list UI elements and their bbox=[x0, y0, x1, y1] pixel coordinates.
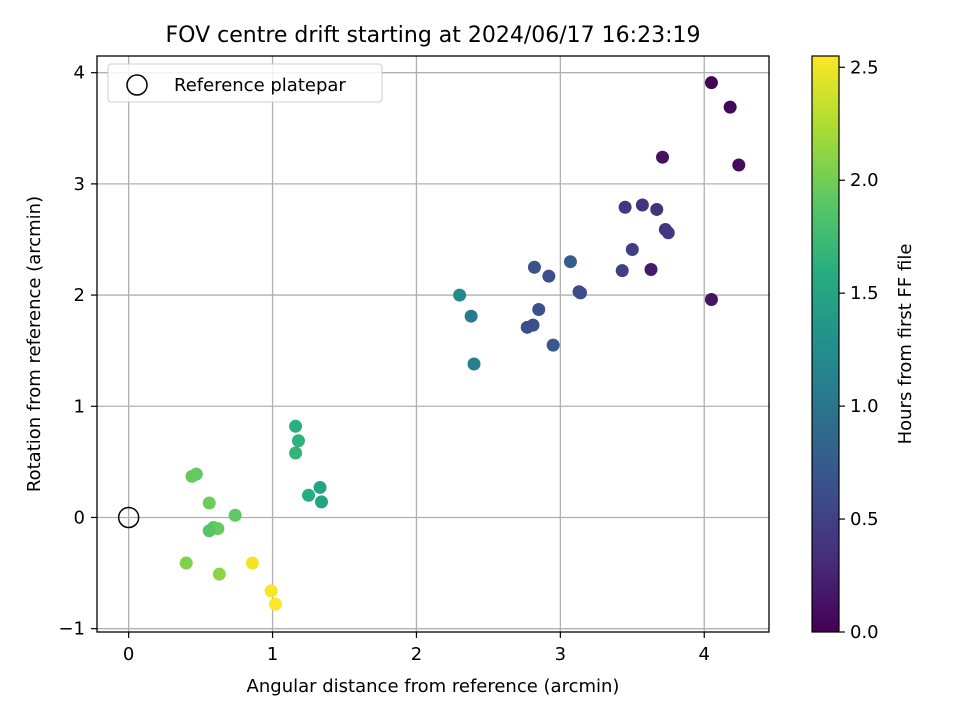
scatter-point bbox=[520, 320, 534, 334]
colorbar-ticks: 0.0 0.5 1.0 1.5 2.0 2.5 bbox=[839, 57, 879, 643]
legend-marker bbox=[126, 74, 148, 96]
scatter-point bbox=[656, 150, 670, 164]
colorbar bbox=[811, 55, 840, 633]
scatter-point bbox=[467, 357, 481, 371]
scatter-point bbox=[289, 419, 303, 433]
scatter-point bbox=[704, 293, 718, 307]
scatter-point bbox=[289, 446, 303, 460]
scatter-point bbox=[661, 226, 675, 240]
colorbar-tick-label: 1.5 bbox=[850, 283, 879, 304]
scatter-point bbox=[212, 567, 226, 581]
scatter-point bbox=[185, 469, 199, 483]
scatter-point bbox=[546, 338, 560, 352]
y-axis-ticks: −1 0 1 2 3 4 bbox=[58, 63, 97, 640]
scatter-point bbox=[228, 508, 242, 522]
legend: Reference platepar bbox=[107, 63, 383, 103]
plot-frame bbox=[96, 55, 770, 633]
colorbar-tick-label: 2.5 bbox=[850, 57, 879, 78]
scatter-point bbox=[644, 262, 658, 276]
x-tick-label: 1 bbox=[267, 644, 278, 665]
scatter-point bbox=[264, 584, 278, 598]
colorbar-label: Hours from first FF file bbox=[895, 244, 916, 445]
y-tick-label: 4 bbox=[74, 63, 85, 84]
scatter-point bbox=[268, 597, 282, 611]
legend-entry: Reference platepar bbox=[174, 75, 346, 96]
scatter-point bbox=[302, 488, 316, 502]
y-axis-label: Rotation from reference (arcmin) bbox=[24, 196, 45, 492]
y-tick-label: 1 bbox=[74, 396, 85, 417]
legend-box bbox=[107, 63, 383, 103]
scatter-point bbox=[532, 303, 546, 317]
scatter-point bbox=[179, 556, 193, 570]
scatter-point bbox=[542, 269, 556, 283]
colorbar-tick-label: 1.0 bbox=[850, 396, 879, 417]
scatter-point bbox=[723, 100, 737, 114]
scatter-point bbox=[464, 309, 478, 323]
scatter-point bbox=[453, 288, 467, 302]
scatter-point bbox=[313, 480, 327, 494]
scatter-point bbox=[573, 286, 587, 300]
scatter-point bbox=[202, 496, 216, 510]
plot-area bbox=[97, 56, 769, 632]
scatter-point bbox=[563, 255, 577, 269]
x-tick-label: 2 bbox=[411, 644, 422, 665]
scatter-points bbox=[179, 76, 746, 611]
colorbar-tick-label: 0.5 bbox=[850, 509, 879, 530]
scatter-point bbox=[527, 260, 541, 274]
scatter-point bbox=[202, 524, 216, 538]
scatter-point bbox=[635, 198, 649, 212]
x-tick-label: 0 bbox=[123, 644, 134, 665]
reference-marker bbox=[117, 506, 140, 529]
y-tick-label: 0 bbox=[74, 507, 85, 528]
x-axis-label: Angular distance from reference (arcmin) bbox=[247, 676, 620, 697]
scatter-point bbox=[291, 434, 305, 448]
scatter-point bbox=[245, 556, 259, 570]
colorbar-tick-label: 2.0 bbox=[850, 170, 879, 191]
y-tick-label: 2 bbox=[74, 285, 85, 306]
y-tick-label: −1 bbox=[58, 619, 85, 640]
scatter-point bbox=[704, 76, 718, 90]
scatter-point bbox=[314, 495, 328, 509]
scatter-point bbox=[625, 242, 639, 256]
chart-title: FOV centre drift starting at 2024/06/17 … bbox=[166, 23, 701, 48]
scatter-point bbox=[618, 200, 632, 214]
x-tick-label: 4 bbox=[699, 644, 710, 665]
scatter-point bbox=[615, 264, 629, 278]
x-axis-ticks: 0 1 2 3 4 bbox=[123, 632, 710, 665]
x-tick-label: 3 bbox=[555, 644, 566, 665]
colorbar-tick-label: 0.0 bbox=[850, 622, 879, 643]
y-tick-label: 3 bbox=[74, 174, 85, 195]
scatter-point bbox=[650, 202, 664, 216]
scatter-point bbox=[732, 158, 746, 172]
